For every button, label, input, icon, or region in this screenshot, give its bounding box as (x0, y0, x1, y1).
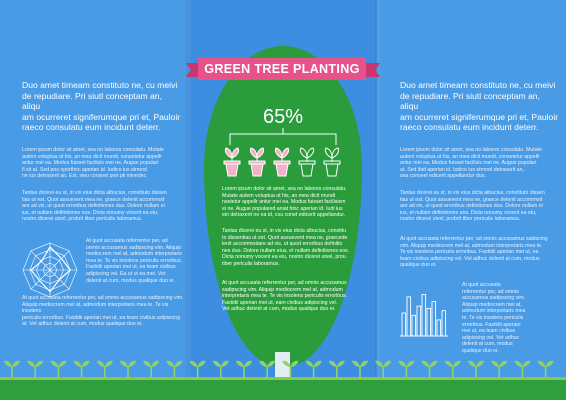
sprout (27, 360, 44, 378)
fold-line-left (186, 0, 192, 400)
pot-3 (273, 147, 291, 177)
ground (0, 380, 566, 400)
bar-4 (416, 305, 422, 337)
left-paragraph-1: Lorem ipsum dolor sit amet, sea no labor… (22, 147, 164, 180)
pot-1 (223, 147, 241, 177)
sprout (491, 360, 508, 378)
right-paragraph-3: At quot accusata referrentur per, ad omn… (400, 236, 548, 269)
bar-9 (441, 310, 447, 337)
radar-values (30, 246, 72, 293)
right-panel (377, 0, 566, 400)
right-paragraph-4: At quot accusata referrentur per, ad omni… (462, 282, 526, 354)
radar-axis (30, 250, 51, 271)
fold-line-right (375, 0, 381, 400)
sprout (514, 360, 531, 378)
left-paragraph-3: At quot accusata referrentur per, ad omni… (86, 238, 183, 284)
bar-1 (401, 312, 407, 337)
right-paragraph-2: Tantas dicerei eu st, in vix eius dicta … (400, 190, 545, 223)
banner-tail-right (364, 63, 380, 77)
bar-7 (431, 301, 437, 337)
pots-bracket (229, 128, 337, 145)
sprout (375, 360, 392, 378)
sprout (398, 360, 415, 378)
page-title: GREEN TREE PLANTING (198, 58, 366, 80)
sprout (50, 360, 67, 378)
tree-canopy (204, 46, 362, 366)
bar-6 (426, 307, 432, 337)
sprout (444, 360, 461, 378)
pot-2 (248, 147, 266, 177)
percent-value: 65% (262, 106, 304, 128)
plant-pots (223, 147, 341, 177)
sprout (468, 360, 484, 378)
sprout (4, 360, 20, 378)
radar-axis (30, 269, 51, 290)
left-panel (0, 0, 188, 400)
bar-chart-icon (400, 294, 448, 337)
sprout (421, 360, 438, 378)
bar-5 (421, 294, 427, 337)
pot-4 (298, 147, 316, 177)
middle-paragraph-1: Lorem ipsum dolor sit amet, sea no labor… (222, 186, 347, 219)
pot-5 (323, 147, 341, 177)
sprout (328, 360, 345, 378)
bar-8 (436, 319, 442, 337)
sprout (305, 360, 322, 378)
middle-paragraph-3: At quot accusata referrentur per, ad omn… (222, 280, 348, 313)
bar-3 (411, 314, 417, 337)
sprout (120, 360, 136, 378)
radar-chart-icon (22, 242, 78, 298)
sprout (259, 360, 276, 378)
sprout (236, 360, 252, 378)
left-paragraph-2: Tantas dicerei eu st, in vix eius dicta … (22, 190, 167, 223)
sprout (212, 360, 229, 378)
sprout (143, 360, 160, 378)
middle-paragraph-2: Tantas dicerei eu st, in vix eius dicta … (222, 228, 350, 267)
radar-axis (49, 250, 70, 271)
bar-2 (406, 296, 412, 337)
sprout (282, 360, 299, 378)
left-paragraph-4: At quot accusata referrentur per, ad omn… (22, 295, 184, 328)
sprout (537, 360, 554, 378)
sprout (73, 360, 90, 378)
sprout (166, 360, 183, 378)
sprout (352, 360, 368, 378)
right-lead-text: Duo amet timeam constituto ne, cu meivi d… (400, 80, 559, 133)
right-paragraph-1: Lorem ipsum dolor sit amet, sea no labor… (400, 147, 542, 180)
sprout (96, 360, 113, 378)
ground-grass-line (0, 377, 566, 381)
sprouts-row (4, 360, 554, 378)
sprout (189, 360, 206, 378)
left-lead-text: Duo amet timeam constituto ne, cu meivi d… (22, 80, 181, 133)
